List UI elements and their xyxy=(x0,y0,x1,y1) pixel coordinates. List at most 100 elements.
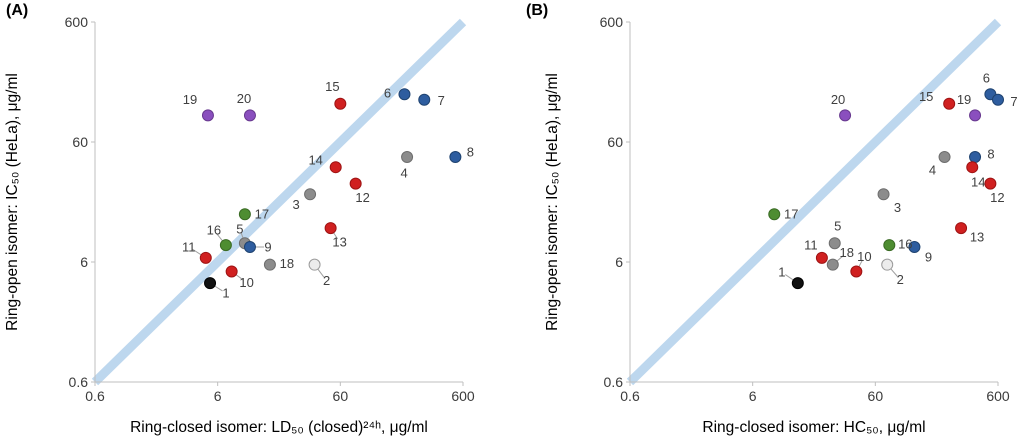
point-label-3: 3 xyxy=(292,197,299,212)
data-point-12 xyxy=(984,177,997,190)
point-label-17: 17 xyxy=(784,207,798,222)
data-point-1 xyxy=(204,277,217,290)
data-point-14 xyxy=(966,161,979,174)
y-tick-label: 0.6 xyxy=(604,374,624,390)
chart-content-b: 0.6 6 60 6000.66606001234567891011121314151… xyxy=(600,14,1018,404)
panel-b: (B) 0.6 6 60 600 0.6 6 60 600 1 2 3 4 5 6 7 8 9 10 11 12 13 1… xyxy=(512,0,1024,442)
point-label-5: 5 xyxy=(834,219,841,234)
data-point-18 xyxy=(826,258,839,271)
data-point-8 xyxy=(449,150,462,163)
point-label-9: 9 xyxy=(264,240,271,255)
point-label-6: 6 xyxy=(384,86,391,101)
point-label-15: 15 xyxy=(919,89,933,104)
point-label-12: 12 xyxy=(355,190,369,205)
data-point-11 xyxy=(199,251,212,264)
point-label-10: 10 xyxy=(239,275,253,290)
y-axis-title-b: Ring-open isomer: IC₅₀ (HeLa), μg/ml xyxy=(544,73,561,331)
y-tick-label: 600 xyxy=(600,14,624,30)
data-point-5 xyxy=(828,237,841,250)
y-axis-title-a: Ring-open isomer: IC₅₀ (HeLa), μg/ml xyxy=(4,73,21,331)
data-point-11 xyxy=(815,251,828,264)
point-label-8: 8 xyxy=(987,146,994,161)
x-tick-label: 60 xyxy=(333,388,349,404)
y-tick-label: 0.6 xyxy=(69,374,89,390)
data-point-8 xyxy=(969,150,982,163)
point-label-20: 20 xyxy=(237,91,251,106)
point-label-7: 7 xyxy=(438,93,445,108)
data-point-7 xyxy=(992,93,1004,106)
point-label-11: 11 xyxy=(804,237,818,252)
y-tick-label: 60 xyxy=(72,134,88,150)
identity-line xyxy=(626,18,1002,386)
point-label-3: 3 xyxy=(894,200,901,215)
point-label-12: 12 xyxy=(990,190,1004,205)
data-point-6 xyxy=(398,88,411,101)
point-label-8: 8 xyxy=(467,144,474,159)
point-label-18: 18 xyxy=(280,256,294,271)
data-point-20 xyxy=(839,109,852,122)
x-tick-label: 600 xyxy=(451,388,475,404)
data-point-4 xyxy=(401,150,414,163)
x-axis-title-b: Ring-closed isomer: HC₅₀, μg/ml xyxy=(702,419,925,436)
point-label-4: 4 xyxy=(400,165,407,180)
identity-line xyxy=(91,18,467,386)
x-tick-label: 600 xyxy=(986,388,1010,404)
data-point-3 xyxy=(304,188,317,201)
point-label-15: 15 xyxy=(325,79,339,94)
x-tick-label: 0.6 xyxy=(620,388,640,404)
point-label-14: 14 xyxy=(308,153,322,168)
data-point-7 xyxy=(418,93,431,106)
x-tick-label: 6 xyxy=(214,388,222,404)
data-point-4 xyxy=(938,150,951,163)
x-axis-title-a: Ring-closed isomer: LD₅₀ (closed)²⁴ʰ, μg… xyxy=(130,419,428,436)
data-point-10 xyxy=(225,265,238,278)
y-tick-label: 6 xyxy=(615,254,623,270)
data-point-10 xyxy=(850,265,863,278)
point-label-1: 1 xyxy=(222,286,229,301)
point-label-19: 19 xyxy=(957,92,971,107)
point-label-4: 4 xyxy=(929,162,936,177)
point-label-2: 2 xyxy=(897,272,904,287)
data-point-3 xyxy=(877,188,890,201)
y-tick-label: 6 xyxy=(80,254,88,270)
data-point-15 xyxy=(943,97,956,110)
data-point-19 xyxy=(201,109,214,122)
data-point-20 xyxy=(243,109,256,122)
data-point-16 xyxy=(219,239,232,252)
point-label-18: 18 xyxy=(840,245,854,260)
point-label-9: 9 xyxy=(925,250,932,265)
x-tick-label: 6 xyxy=(749,388,757,404)
data-point-9 xyxy=(908,241,921,254)
data-point-12 xyxy=(349,177,362,190)
point-label-17: 17 xyxy=(255,207,269,222)
point-label-16: 16 xyxy=(898,237,912,252)
data-point-13 xyxy=(324,222,337,235)
point-label-6: 6 xyxy=(983,71,990,86)
point-label-16: 16 xyxy=(207,223,221,238)
data-point-16 xyxy=(883,239,896,252)
data-point-2 xyxy=(308,258,321,271)
data-point-9 xyxy=(243,241,256,254)
point-label-2: 2 xyxy=(323,273,330,288)
y-tick-label: 60 xyxy=(607,134,623,150)
data-point-15 xyxy=(334,97,347,110)
y-tick-label: 600 xyxy=(65,14,89,30)
point-label-11: 11 xyxy=(182,239,196,254)
point-label-5: 5 xyxy=(236,222,243,237)
data-point-17 xyxy=(768,208,781,221)
panel-a-label: (A) xyxy=(6,2,29,19)
scatter-chart-hc50: 0.6 6 60 6000.66606001234567891011121314151… xyxy=(544,14,1018,436)
data-point-19 xyxy=(969,109,982,122)
point-label-10: 10 xyxy=(857,249,871,264)
point-label-7: 7 xyxy=(1010,94,1017,109)
data-point-1 xyxy=(791,277,804,290)
point-label-1: 1 xyxy=(778,265,785,280)
point-label-13: 13 xyxy=(970,230,984,245)
x-tick-label: 60 xyxy=(868,388,884,404)
data-point-18 xyxy=(263,258,276,271)
point-label-19: 19 xyxy=(183,92,197,107)
point-label-20: 20 xyxy=(831,92,845,107)
panel-b-label: (B) xyxy=(526,2,549,19)
